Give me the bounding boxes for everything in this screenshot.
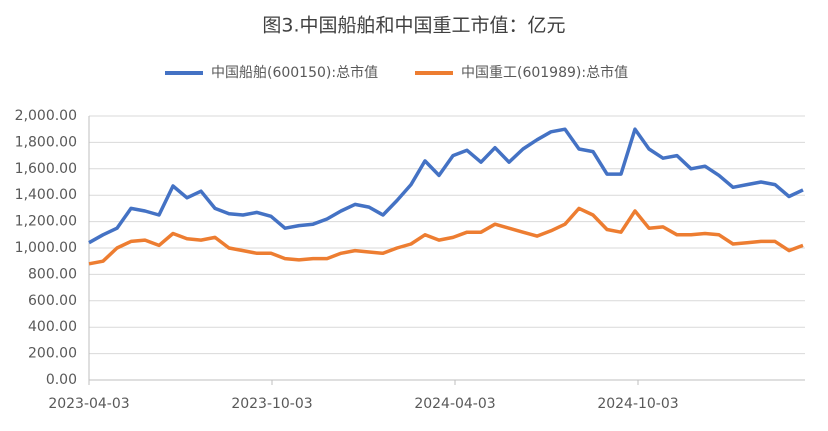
y-tick-label: 1,400.00: [15, 187, 77, 203]
x-tick-label: 2024-10-03: [597, 396, 678, 412]
y-tick-label: 1,200.00: [15, 214, 77, 230]
y-tick-label: 1,800.00: [15, 134, 77, 150]
x-tick-label: 2023-04-03: [48, 396, 129, 412]
y-tick-label: 200.00: [28, 346, 77, 362]
y-tick-label: 400.00: [28, 319, 77, 335]
x-tick-label: 2023-10-03: [231, 396, 312, 412]
x-tick-label: 2024-04-03: [414, 396, 495, 412]
y-tick-label: 0.00: [46, 372, 77, 388]
series-line: [88, 127, 804, 245]
y-tick-label: 2,000.00: [15, 108, 77, 124]
chart-title: 图3.中国船舶和中国重工市值：亿元: [262, 15, 565, 37]
series-line: [88, 206, 804, 266]
y-tick-label: 800.00: [28, 266, 77, 282]
y-tick-label: 1,600.00: [15, 161, 77, 177]
y-tick-label: 600.00: [28, 293, 77, 309]
y-tick-label: 1,000.00: [15, 240, 77, 256]
legend-label: 中国重工(601989):总市值: [461, 64, 628, 81]
legend-label: 中国船舶(600150):总市值: [211, 64, 378, 81]
